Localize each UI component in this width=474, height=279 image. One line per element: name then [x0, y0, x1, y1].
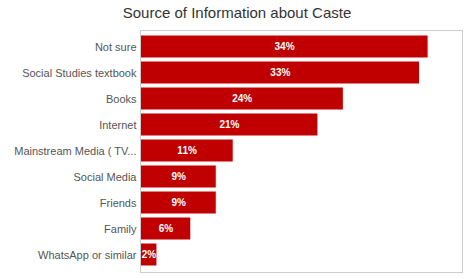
svg-text:21%: 21% [219, 119, 239, 130]
svg-text:9%: 9% [171, 197, 186, 208]
svg-text:Family: Family [104, 223, 137, 235]
svg-text:33%: 33% [270, 67, 290, 78]
svg-text:WhatsApp or similar: WhatsApp or similar [38, 249, 137, 261]
svg-text:Not sure: Not sure [95, 41, 137, 53]
svg-text:Internet: Internet [99, 119, 136, 131]
html-text:Source of Information about Ca: Source of Information about Caste [122, 4, 352, 21]
svg-text:34%: 34% [275, 41, 295, 52]
svg-text:Friends: Friends [100, 197, 137, 209]
svg-text:Social Media: Social Media [74, 171, 138, 183]
svg-text:6%: 6% [159, 223, 174, 234]
svg-text:2%: 2% [142, 249, 157, 260]
svg-text:Books: Books [106, 93, 137, 105]
svg-text:Social Studies textbook: Social Studies textbook [22, 67, 137, 79]
svg-text:24%: 24% [232, 93, 252, 104]
svg-text:11%: 11% [177, 145, 197, 156]
svg-text:Mainstream Media ( TV...: Mainstream Media ( TV... [14, 145, 136, 157]
svg-text:9%: 9% [171, 171, 186, 182]
